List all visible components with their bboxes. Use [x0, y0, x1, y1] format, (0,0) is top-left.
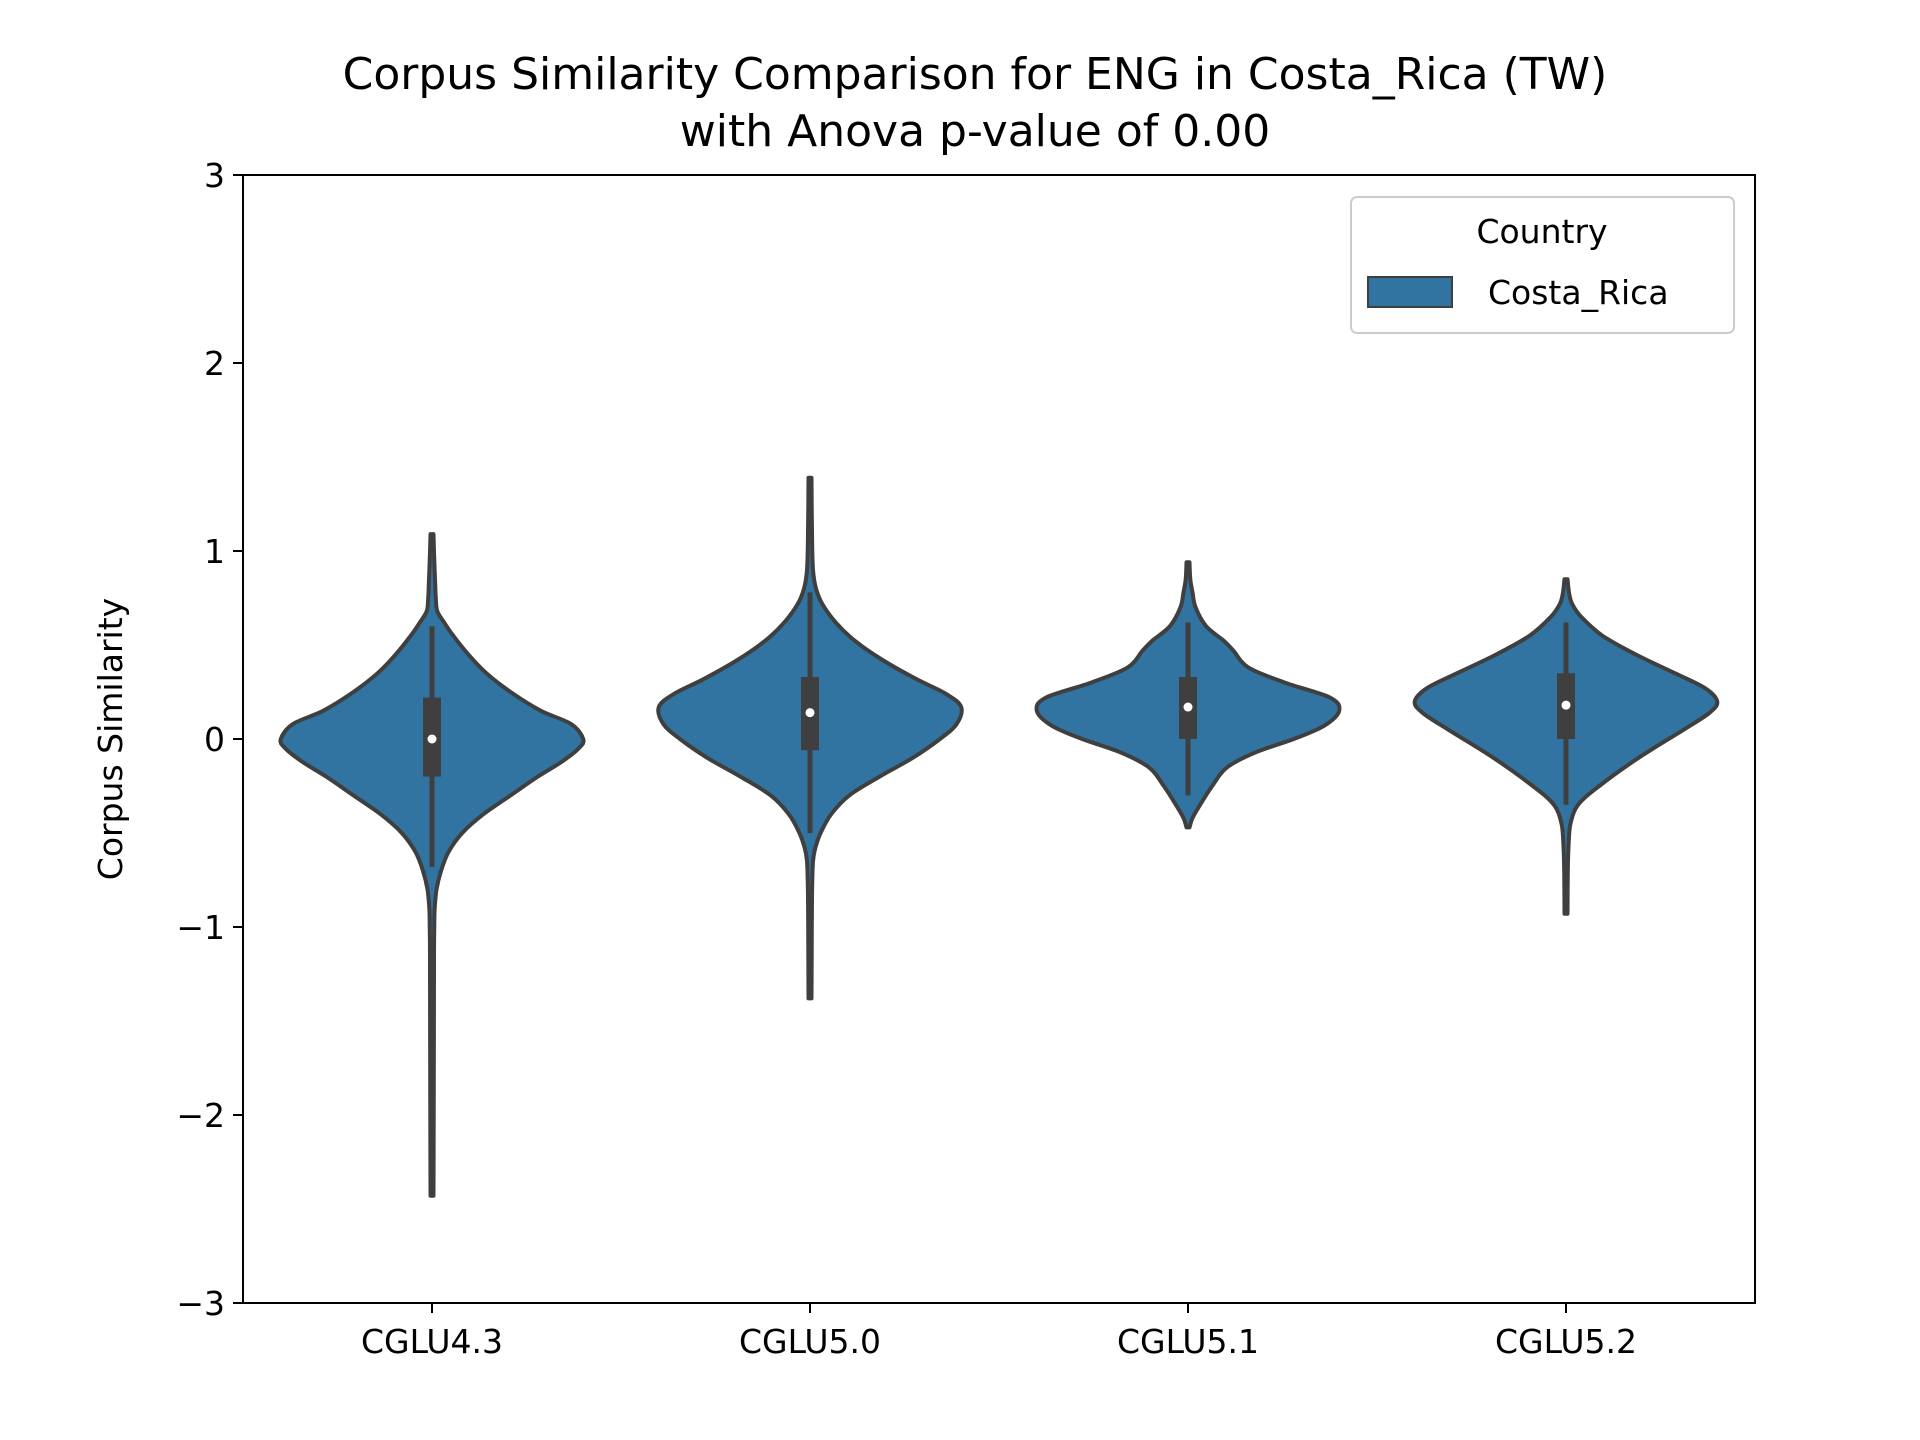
violin-median-CGLU5.1 — [1183, 702, 1193, 712]
y-tick-label: 1 — [204, 532, 225, 571]
violins-layer — [278, 475, 1720, 1198]
legend-title: Country — [1476, 212, 1607, 251]
x-tick-label: CGLU5.0 — [739, 1322, 881, 1361]
violin-median-CGLU5.0 — [805, 708, 815, 718]
chart-title-line-2: with Anova p-value of 0.00 — [680, 106, 1270, 157]
y-axis: −3 −2 −1 0 1 2 3 — [176, 156, 243, 1323]
x-tick-label: CGLU5.1 — [1117, 1322, 1259, 1361]
y-tick-label: 0 — [204, 720, 225, 759]
legend-swatch-costa-rica — [1367, 276, 1453, 308]
violin-median-CGLU4.3 — [427, 734, 437, 744]
x-tick-label: CGLU4.3 — [361, 1322, 503, 1361]
y-tick-label: −1 — [176, 908, 225, 947]
violin-median-CGLU5.2 — [1561, 700, 1571, 710]
legend: Country Costa_Rica — [1350, 196, 1735, 334]
y-tick-label: 3 — [204, 156, 225, 195]
x-axis: CGLU4.3 CGLU5.0 CGLU5.1 CGLU5.2 — [361, 1303, 1637, 1361]
legend-label-costa-rica: Costa_Rica — [1488, 273, 1669, 312]
y-tick-label: −2 — [176, 1096, 225, 1135]
y-tick-label: 2 — [204, 344, 225, 383]
y-axis-label: Corpus Similarity — [91, 598, 130, 880]
chart-title-line-1: Corpus Similarity Comparison for ENG in … — [343, 49, 1608, 100]
x-tick-label: CGLU5.2 — [1495, 1322, 1637, 1361]
y-tick-label: −3 — [176, 1284, 225, 1323]
